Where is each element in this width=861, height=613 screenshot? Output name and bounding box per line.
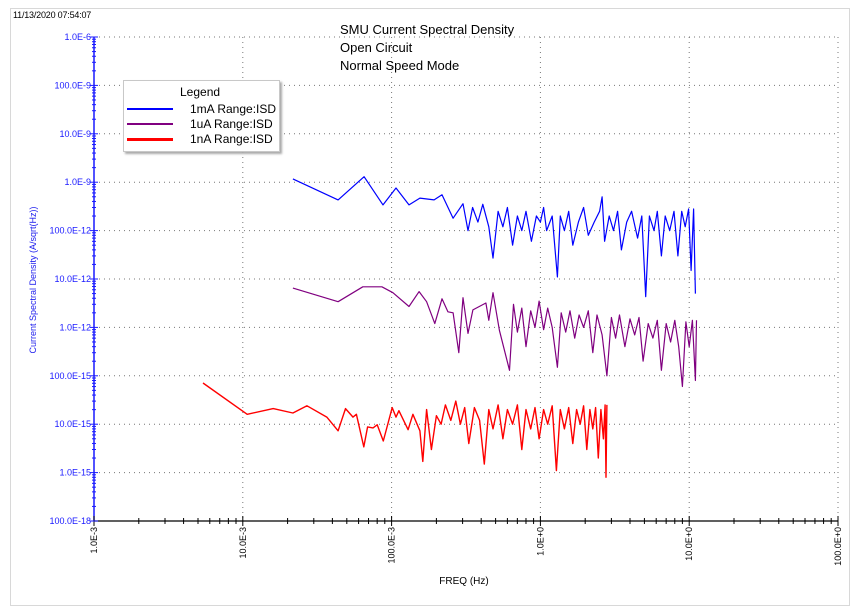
series-line-1na <box>202 382 608 478</box>
tick-labels: 1.0E-3 10.0E-3 100.0E-3 1.0E+0 10.0E+0 100.0E… <box>49 32 843 566</box>
y-tick-label: 1.0E-15 <box>59 468 91 478</box>
chart-title: SMU Current Spectral Density Open Circui… <box>300 21 610 75</box>
y-tick-label: 10.0E-9 <box>59 129 91 139</box>
y-tick-label: 1.0E-6 <box>64 32 91 42</box>
y-tick-label: 10.0E-15 <box>54 419 91 429</box>
legend-label: 1mA Range:ISD <box>190 102 277 116</box>
legend-item-1ua: 1uA Range:ISD <box>127 117 277 131</box>
legend-swatch-red <box>127 138 173 141</box>
y-tick-label: 1.0E-12 <box>59 322 91 332</box>
x-tick-label: 100.0E-3 <box>387 527 397 564</box>
timestamp: 11/13/2020 07:54:07 <box>13 10 92 20</box>
legend: Legend 1mA Range:ISD 1uA Range:ISD 1nA R… <box>123 80 280 152</box>
x-tick-label: 1.0E+0 <box>535 527 545 556</box>
x-tick-label: 1.0E-3 <box>89 527 99 554</box>
chart-frame <box>10 8 850 606</box>
y-tick-label: 100.0E-18 <box>49 516 91 526</box>
series-line-1ua <box>292 286 698 388</box>
y-tick-label: 1.0E-9 <box>64 177 91 187</box>
legend-swatch-blue <box>127 108 173 110</box>
y-tick-label: 10.0E-12 <box>54 274 91 284</box>
title-line-3: Normal Speed Mode <box>340 58 460 73</box>
grid <box>94 36 839 521</box>
x-tick-label: 10.0E+0 <box>684 527 694 561</box>
title-line-2: Open Circuit <box>340 40 413 55</box>
legend-item-1ma: 1mA Range:ISD <box>127 102 277 116</box>
legend-item-1na: 1nA Range:ISD <box>127 132 277 146</box>
x-axis-label: FREQ (Hz) <box>439 576 489 587</box>
legend-label: 1nA Range:ISD <box>190 132 273 146</box>
y-axis-label: Current Spectral Density (A/sqrt(Hz)) <box>28 206 38 354</box>
x-tick-label: 100.0E+0 <box>833 527 843 566</box>
series-line-1ma <box>292 176 696 298</box>
title-line-1: SMU Current Spectral Density <box>340 22 515 37</box>
y-tick-label: 100.0E-15 <box>49 371 91 381</box>
y-tick-label: 100.0E-9 <box>54 80 91 90</box>
x-tick-label: 10.0E-3 <box>238 527 248 559</box>
y-tick-label: 100.0E-12 <box>49 226 91 236</box>
axes <box>90 36 839 526</box>
legend-title: Legend <box>180 85 221 99</box>
series-group <box>202 176 698 478</box>
legend-swatch-purple <box>127 123 173 125</box>
legend-label: 1uA Range:ISD <box>190 117 273 131</box>
